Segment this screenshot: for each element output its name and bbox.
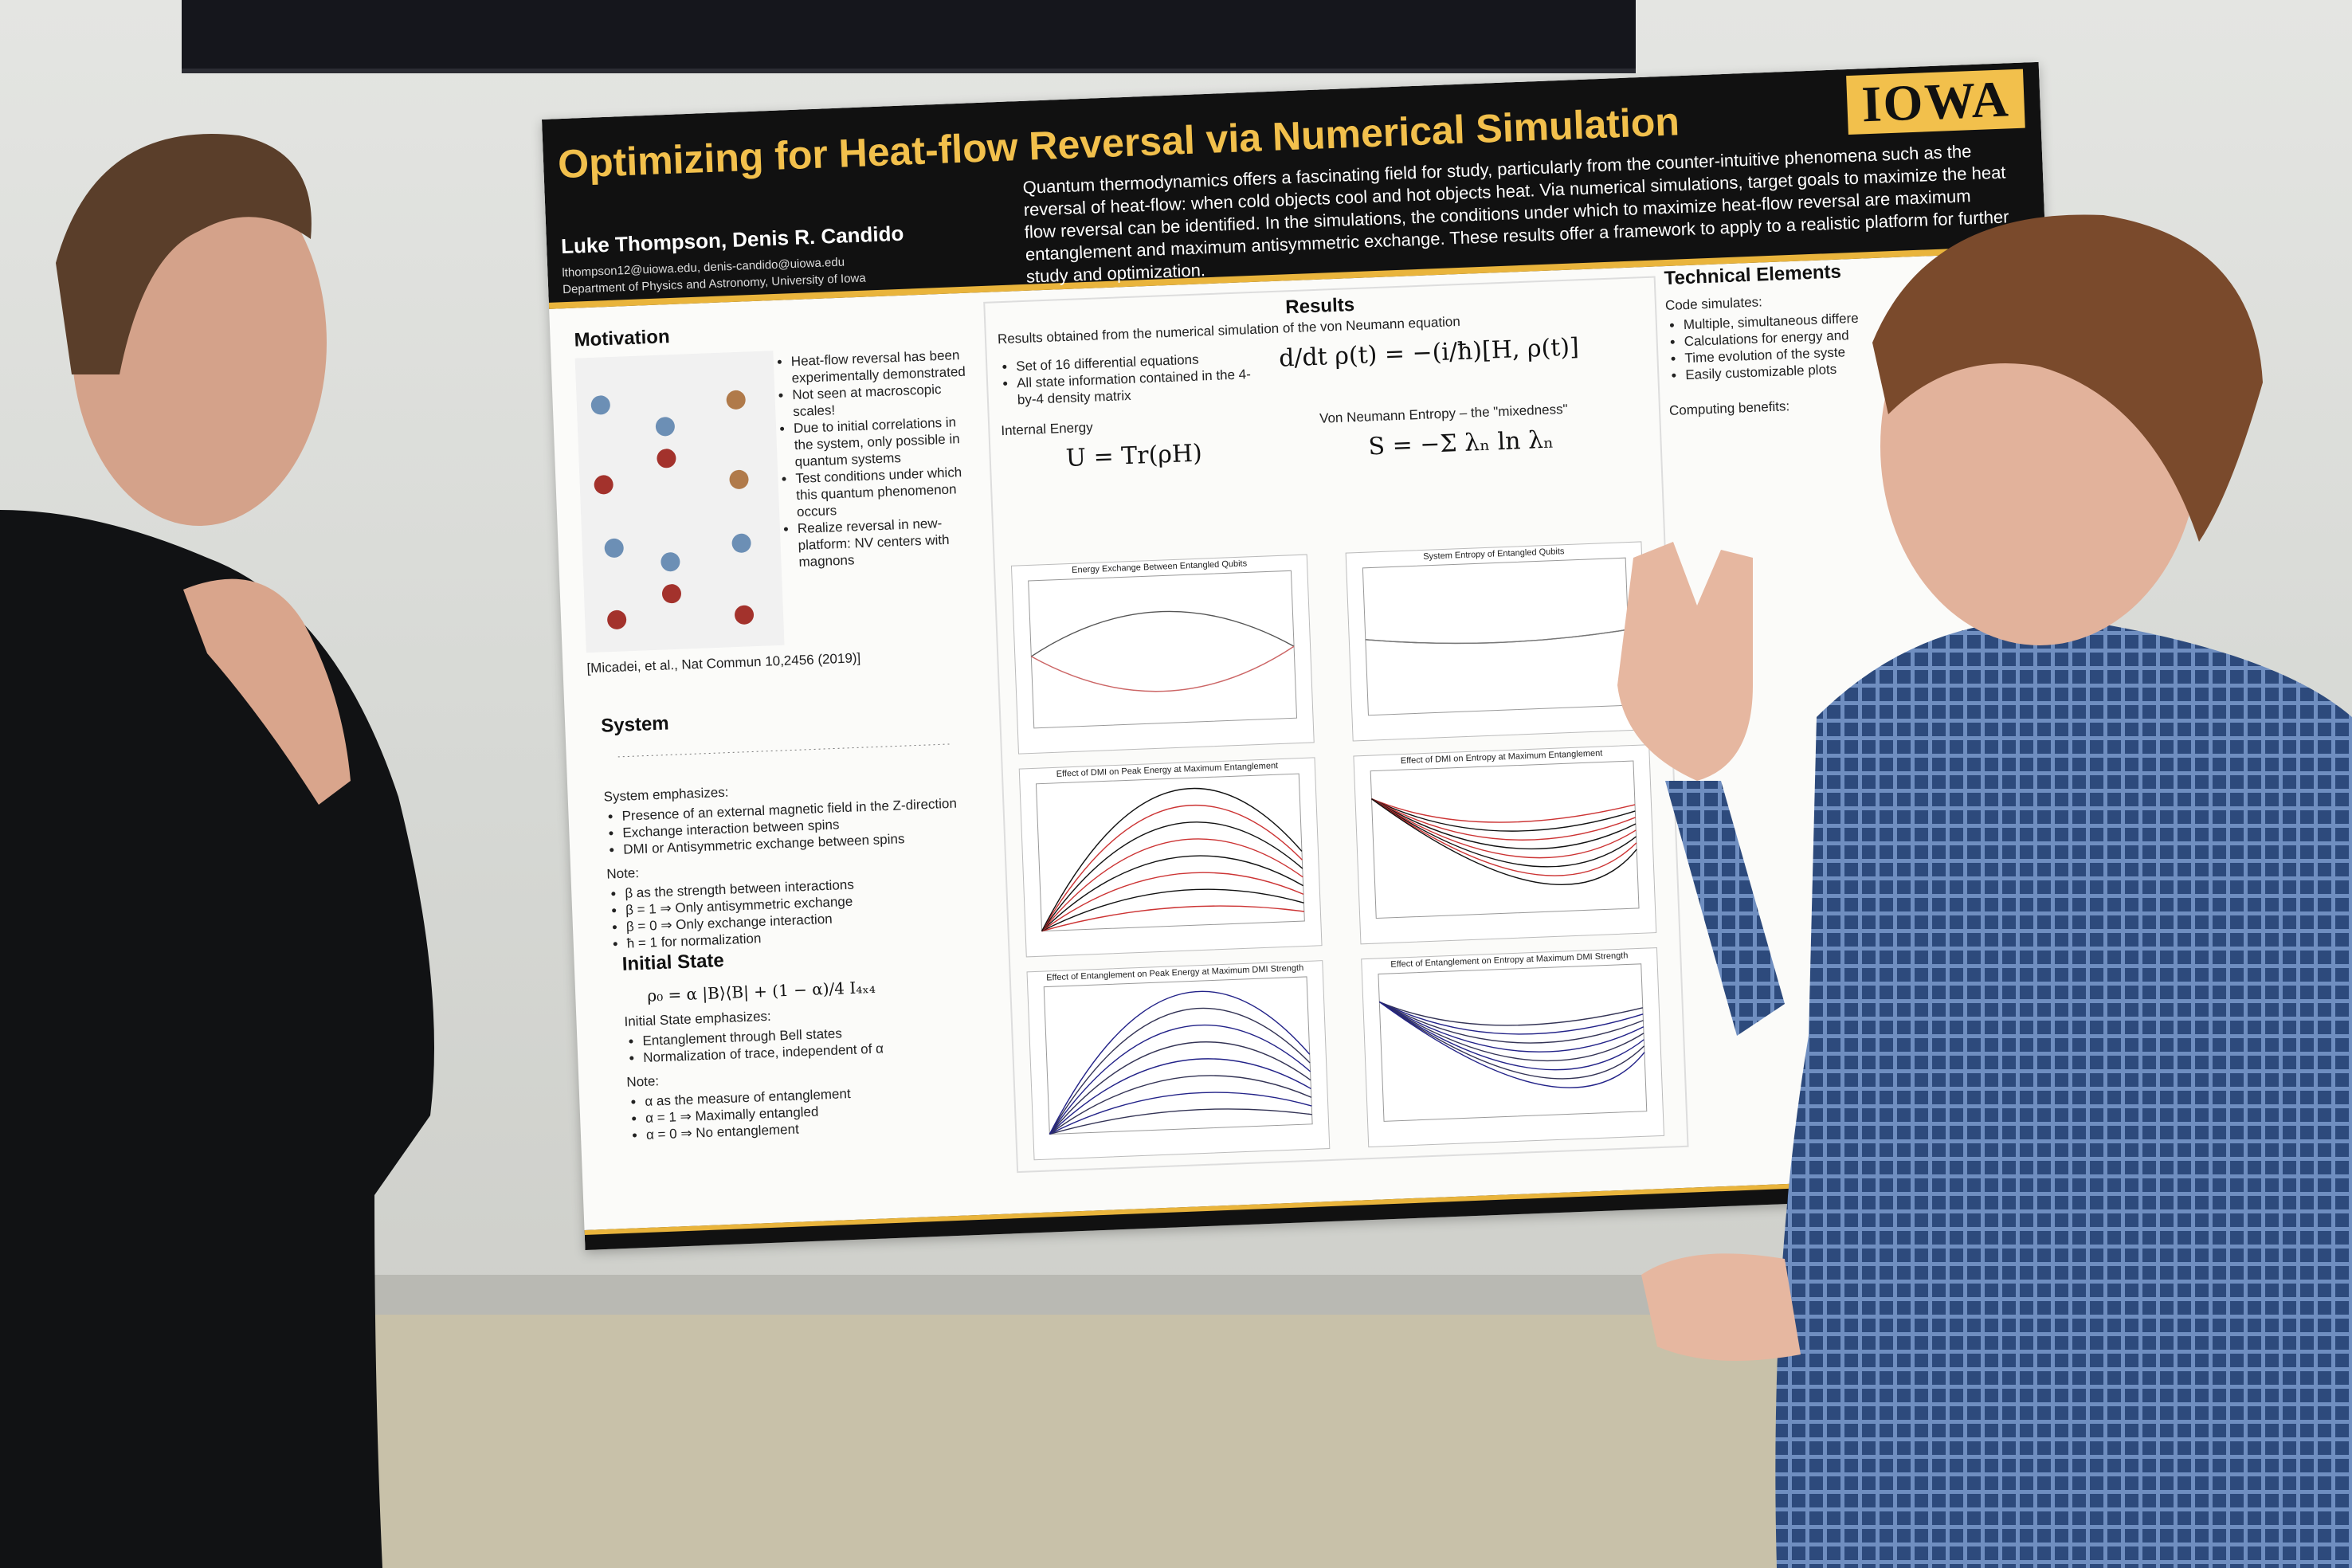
plot-area: [1043, 976, 1313, 1135]
right-person-hair: [1872, 214, 2263, 542]
plot: Energy Exchange Between Entangled Qubits: [1010, 554, 1315, 755]
plot: Effect of DMI on Entropy at Maximum Enta…: [1353, 744, 1657, 945]
motivation: Motivation Heat-flow reversal has been e…: [574, 314, 985, 676]
system: System System emphasizes: Presence of an…: [601, 700, 992, 952]
hamiltonian: [617, 743, 953, 758]
plot: Effect of Entanglement on Entropy at Max…: [1361, 947, 1665, 1148]
plot: Effect of Entanglement on Peak Energy at…: [1026, 960, 1331, 1161]
right-person-lower-hand: [1641, 1253, 1801, 1361]
plot-area: [1035, 773, 1305, 932]
right-person-hand: [1617, 542, 1753, 781]
right-person-shirt: [1775, 619, 2352, 1568]
plot: Effect of DMI on Peak Energy at Maximum …: [1018, 757, 1323, 958]
left-person-hand: [183, 578, 351, 805]
plots: Energy Exchange Between Entangled Qubits…: [992, 449, 1665, 1161]
plot-area: [1370, 760, 1640, 919]
left-person-body: [0, 510, 434, 1568]
results: Results Results obtained from the numeri…: [983, 276, 1689, 1174]
plot-area: [1378, 963, 1648, 1122]
poster: Optimizing for Heat-flow Reversal via Nu…: [542, 61, 2083, 1250]
left-person-hair: [56, 134, 312, 374]
television: [182, 0, 1636, 73]
spin-diagram: [574, 351, 785, 653]
plot-area: [1028, 570, 1298, 729]
right-person-arm: [1665, 781, 1785, 1036]
